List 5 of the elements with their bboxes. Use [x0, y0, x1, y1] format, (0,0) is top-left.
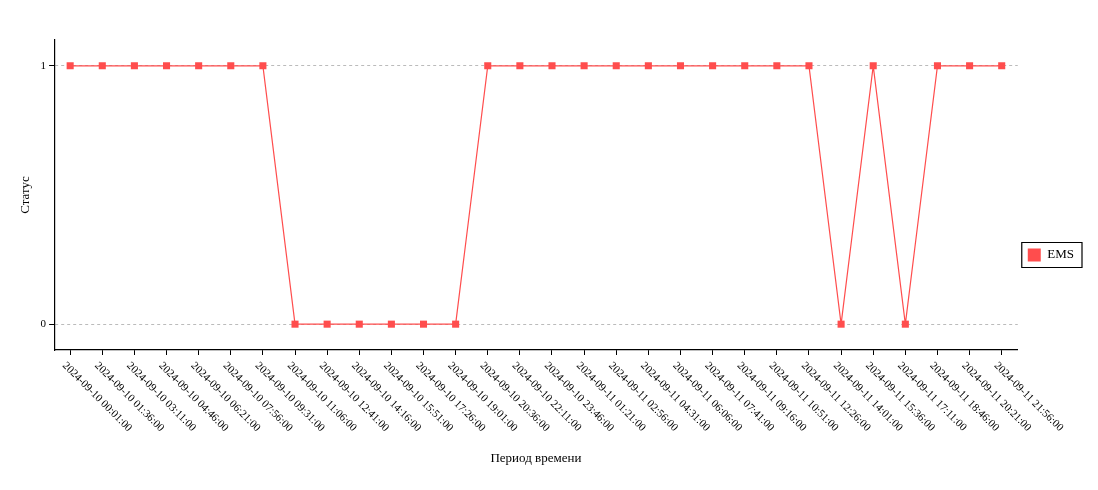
x-axis-title: Период времени [490, 449, 582, 465]
y-axis-title: Статус [17, 176, 33, 214]
legend-label: EMS [1047, 246, 1074, 262]
y-tick-label: 1 [40, 58, 47, 71]
y-tick-label: 0 [40, 317, 47, 330]
